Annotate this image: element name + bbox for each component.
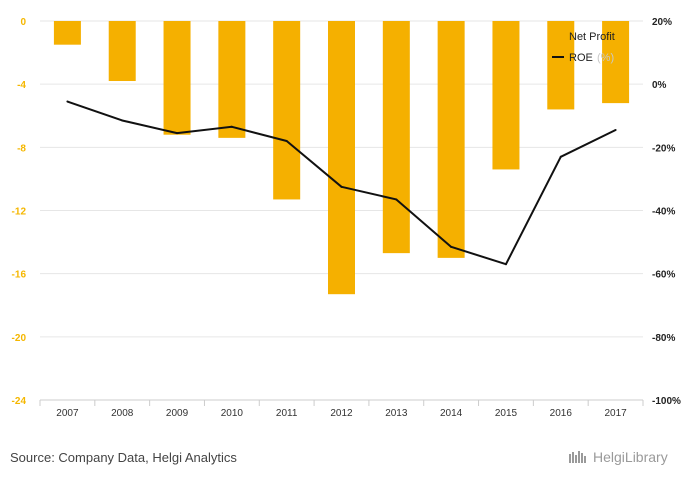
bar-net-profit [273, 21, 301, 200]
x-tick-label: 2017 [604, 408, 627, 419]
x-tick-label: 2009 [166, 408, 189, 419]
bar-net-profit [437, 21, 465, 258]
x-tick-label: 2013 [385, 408, 408, 419]
legend-label-net-profit: Net Profit [569, 31, 615, 43]
bar-net-profit [547, 21, 575, 110]
bar-net-profit [108, 21, 136, 82]
y-left-tick-label: -24 [12, 396, 27, 407]
point-roe [559, 155, 562, 158]
brand-logo: HelgiLibrary [568, 449, 668, 465]
y-left-tick-label: -12 [12, 207, 27, 218]
x-tick-label: 2007 [56, 408, 79, 419]
bar-net-profit [492, 21, 520, 170]
source-note: Source: Company Data, Helgi Analytics [10, 450, 237, 465]
bar-series-net-profit [53, 21, 630, 295]
bar-net-profit [328, 21, 355, 295]
y-left-tick-label: -4 [17, 80, 26, 91]
point-roe [176, 132, 179, 135]
y-right-tick-label: 0% [652, 80, 667, 91]
brand-name: HelgiLibrary [593, 449, 668, 465]
point-roe [340, 185, 343, 188]
line-series-roe [66, 100, 617, 266]
x-tick-label: 2014 [440, 408, 463, 419]
y-right-tick-label: -40% [652, 207, 675, 218]
y-left-tick-label: 0 [20, 17, 26, 28]
y-right-tick-label: -20% [652, 143, 675, 154]
library-icon [569, 451, 586, 463]
bar-net-profit [53, 21, 81, 45]
bar-net-profit [218, 21, 246, 138]
y-right-tick-label: -100% [652, 396, 681, 407]
y-left-tick-label: -8 [17, 143, 26, 154]
point-roe [121, 119, 124, 122]
point-roe [395, 198, 398, 201]
y-left-tick-label: -20 [12, 333, 27, 344]
x-tick-label: 2008 [111, 408, 134, 419]
y-right-tick-label: -80% [652, 333, 675, 344]
point-roe [285, 140, 288, 143]
legend: Net Profit ROE (%) [552, 31, 615, 64]
x-tick-label: 2010 [221, 408, 244, 419]
y-right-tick-label: -60% [652, 270, 675, 281]
axes: 0 20%-4 0%-8 -20%-12 -40%-16 -60%-20 -80%-24 -1… [12, 17, 681, 419]
x-tick-label: 2015 [495, 408, 518, 419]
x-tick-label: 2011 [276, 408, 298, 419]
x-tick-label: 2016 [550, 408, 573, 419]
point-roe [66, 100, 69, 103]
point-roe [614, 128, 617, 131]
point-roe [504, 263, 507, 266]
bar-net-profit [382, 21, 410, 254]
y-right-tick-label: 20% [652, 17, 672, 28]
x-tick-label: 2012 [330, 408, 353, 419]
bar-net-profit [602, 21, 630, 104]
bar-net-profit [163, 21, 191, 135]
legend-unit-roe: (%) [597, 52, 614, 64]
point-roe [450, 245, 453, 248]
legend-label-roe: ROE [569, 52, 593, 64]
y-left-tick-label: -16 [12, 270, 27, 281]
combo-chart: 0 20%-4 0%-8 -20%-12 -40%-16 -60%-20 -80%-24 -1… [12, 17, 681, 419]
point-roe [230, 125, 233, 128]
